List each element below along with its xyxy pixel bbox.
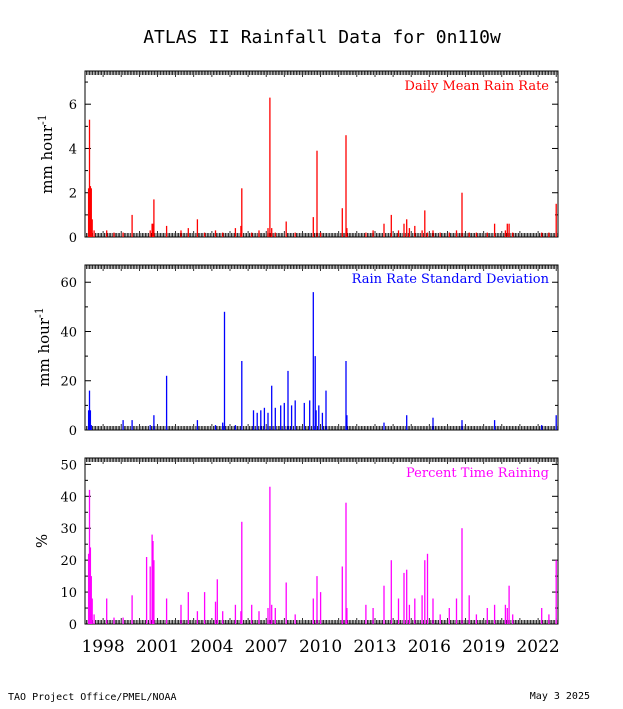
plot-frame: [84, 264, 559, 431]
y-tick-label: 60: [60, 276, 77, 291]
y-tick-label: 0: [69, 618, 77, 633]
y-tick-label: 2: [69, 187, 77, 202]
x-tick-label: 2013: [353, 637, 396, 657]
y-tick-label: 50: [60, 458, 77, 473]
panel-legend-label: Percent Time Raining: [406, 466, 549, 481]
x-tick-label: 2007: [245, 637, 288, 657]
y-axis-label: %: [33, 534, 51, 548]
x-tick-label: 2016: [408, 637, 451, 657]
y-tick-label: 0: [69, 424, 77, 439]
y-tick-label: 30: [60, 522, 77, 537]
y-tick-label: 20: [60, 554, 77, 569]
x-tick-label: 1998: [81, 637, 124, 657]
y-tick-label: 10: [60, 586, 77, 601]
y-tick-label: 0: [69, 231, 77, 246]
panel-legend-label: Daily Mean Rain Rate: [405, 79, 550, 94]
footer-date: May 3 2025: [530, 691, 590, 702]
y-axis-label: mm hour-1: [33, 307, 53, 386]
x-tick-label: 2010: [299, 637, 342, 657]
y-tick-label: 4: [69, 142, 77, 157]
x-tick-label: 2022: [516, 637, 559, 657]
y-tick-label: 6: [69, 98, 77, 113]
chart-title: ATLAS II Rainfall Data for 0n110w: [143, 27, 501, 48]
y-tick-label: 20: [60, 375, 77, 390]
footer-credit: TAO Project Office/PMEL/NOAA: [8, 692, 177, 703]
plot-frame: [84, 70, 559, 238]
x-tick-label: 2001: [136, 637, 179, 657]
panel-legend-label: Rain Rate Standard Deviation: [352, 272, 550, 287]
x-tick-label: 2004: [190, 637, 233, 657]
panel-daily-mean-rain-rate: 0 2 4 6 mm hour-1 Daily Mean Rain Rate: [36, 70, 559, 246]
panel-percent-time-raining: 0 10 20 30 40 50% Percent Time Raining: [33, 457, 559, 633]
y-tick-label: 40: [60, 490, 77, 505]
x-tick-label: 2019: [462, 637, 505, 657]
panel-rain-rate-std-dev: 0 20 40 60 mm hour-1 Rain Rate Standard Devia…: [33, 264, 559, 439]
plot-frame: [84, 457, 559, 625]
y-axis-label: mm hour-1: [36, 114, 56, 193]
y-tick-label: 40: [60, 325, 77, 340]
x-axis-year-labels: 1998 2001 2004 2007 2010 2013 2016 2019 2022: [81, 637, 559, 657]
